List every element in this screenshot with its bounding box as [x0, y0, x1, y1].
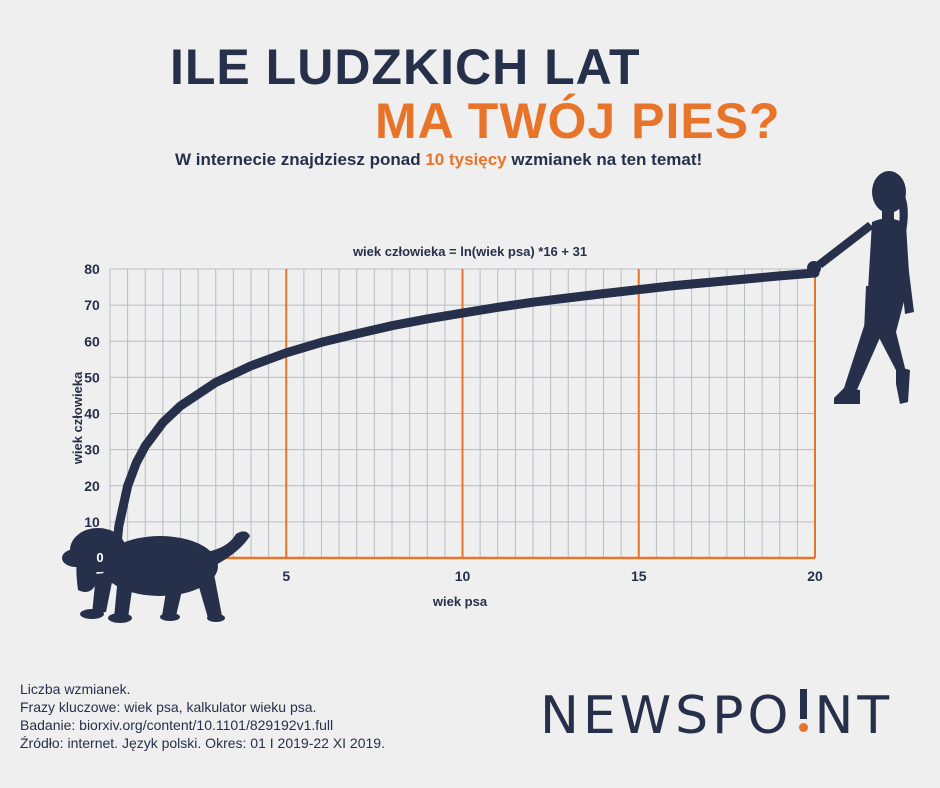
- x-tick-label: 10: [455, 568, 471, 584]
- y-tick-label: 20: [84, 478, 100, 494]
- chart-title: wiek człowieka = ln(wiek psa) *16 + 31: [352, 244, 588, 259]
- source-line: Badanie: biorxiv.org/content/10.1101/829…: [20, 717, 334, 733]
- source-notes: Liczba wzmianek. Frazy kluczowe: wiek ps…: [20, 680, 385, 752]
- logo-i-mark: [798, 689, 809, 733]
- logo-text-start: NEWSPO: [540, 686, 793, 746]
- subtitle-after: wzmianek na ten temat!: [506, 150, 703, 169]
- source-line: Źródło: internet. Język polski. Okres: 0…: [20, 735, 385, 751]
- y-tick-label: 50: [84, 369, 100, 385]
- source-line: Liczba wzmianek.: [20, 681, 131, 697]
- y-axis-label: wiek człowieka: [70, 371, 85, 465]
- x-tick-label: 20: [807, 568, 823, 584]
- x-axis-label: wiek psa: [432, 594, 488, 609]
- chart-grid: [109, 268, 816, 559]
- y-tick-label: 30: [84, 442, 100, 458]
- y-tick-label: 70: [84, 297, 100, 313]
- title-line1: ILE LUDZKICH LAT: [170, 39, 641, 95]
- subtitle: W internecie znajdziesz ponad 10 tysięcy…: [175, 150, 702, 170]
- dog-silhouette: [62, 528, 250, 623]
- y-tick-label: 10: [84, 514, 100, 530]
- title-line2-text: MA TWÓJ PIES?: [375, 93, 781, 149]
- source-line: Frazy kluczowe: wiek psa, kalkulator wie…: [20, 699, 317, 715]
- woman-silhouette: [807, 171, 914, 404]
- subtitle-before: W internecie znajdziesz ponad: [175, 150, 426, 169]
- y-tick-label-zero: 0: [96, 550, 103, 565]
- title-line2: MA TWÓJ PIES?: [375, 92, 781, 150]
- subtitle-highlight: 10 tysięcy: [425, 150, 507, 169]
- y-tick-label: 80: [84, 261, 100, 277]
- chart: 10 20 30 40 50 60 70 80 5 10 15 20 wiek psa wiek cz…: [62, 171, 914, 623]
- logo-text-end: NT: [814, 686, 894, 746]
- series-line: [109, 268, 820, 584]
- x-tick-label: 15: [631, 568, 647, 584]
- y-tick-label: 40: [84, 406, 100, 422]
- chart-ticks: 10 20 30 40 50 60 70 80 5 10 15 20: [84, 261, 823, 584]
- y-tick-label: 60: [84, 333, 100, 349]
- newspoint-logo: NEWSPO NT: [540, 686, 893, 746]
- x-tick-label: 5: [282, 568, 290, 584]
